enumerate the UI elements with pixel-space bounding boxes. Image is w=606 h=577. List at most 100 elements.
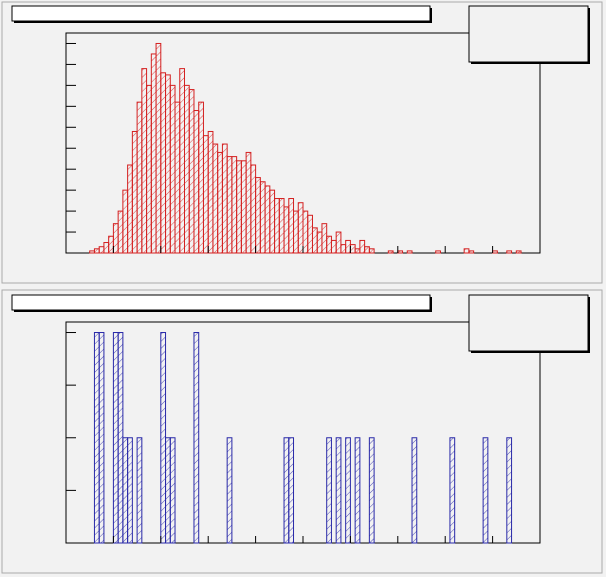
- bar: [131, 130, 138, 254]
- bar: [179, 68, 185, 254]
- bar: [326, 235, 332, 254]
- bar: [368, 248, 375, 254]
- bar: [397, 250, 404, 254]
- bar: [311, 227, 318, 254]
- bar: [278, 198, 285, 254]
- bar: [297, 202, 304, 254]
- bar: [127, 164, 133, 254]
- bar: [155, 42, 162, 254]
- bar: [492, 250, 498, 254]
- bar: [506, 250, 513, 254]
- bar: [255, 177, 261, 254]
- bar: [326, 437, 332, 544]
- bar: [387, 250, 394, 254]
- bar: [169, 84, 176, 254]
- bar: [146, 84, 152, 254]
- bar: [226, 437, 233, 544]
- bar: [231, 156, 238, 254]
- bar: [112, 223, 119, 254]
- bar: [293, 210, 299, 254]
- bar: [136, 101, 143, 254]
- bar: [202, 135, 209, 254]
- bar: [184, 84, 190, 254]
- bar: [193, 332, 200, 544]
- bar: [250, 164, 257, 254]
- bar: [411, 437, 418, 544]
- bar: [340, 244, 347, 254]
- bar: [345, 239, 351, 254]
- bar: [188, 89, 195, 254]
- bar: [259, 181, 266, 254]
- bar: [122, 437, 129, 544]
- bar: [221, 143, 228, 254]
- bar: [468, 250, 475, 254]
- bar: [240, 160, 247, 254]
- bar: [335, 437, 342, 544]
- bar: [160, 332, 167, 544]
- bar: [108, 235, 114, 254]
- bar: [169, 437, 176, 544]
- bar: [283, 206, 290, 254]
- title-box: [11, 5, 431, 22]
- bar: [93, 248, 100, 254]
- bar: [226, 156, 233, 254]
- bar: [321, 223, 328, 254]
- bar: [117, 210, 124, 254]
- bar: [103, 242, 110, 254]
- bar: [345, 437, 351, 544]
- bar: [463, 248, 470, 254]
- bar: [283, 437, 290, 544]
- bar: [150, 53, 157, 254]
- bar: [217, 151, 223, 254]
- bar: [122, 189, 129, 254]
- bar: [174, 101, 181, 254]
- bar: [364, 246, 370, 254]
- bar: [127, 437, 133, 544]
- bar: [89, 250, 95, 254]
- bar: [274, 198, 280, 254]
- bar: [236, 160, 242, 254]
- bar: [117, 332, 124, 544]
- frame: [65, 321, 541, 544]
- bar: [141, 68, 148, 254]
- bar: [354, 437, 361, 544]
- bar: [406, 250, 413, 254]
- bar: [482, 437, 489, 544]
- bar: [330, 239, 337, 254]
- bar: [307, 214, 313, 254]
- bar: [112, 332, 119, 544]
- bar: [435, 250, 441, 254]
- bar: [93, 332, 100, 544]
- bar: [349, 244, 356, 254]
- bar: [245, 151, 252, 254]
- bar: [165, 74, 171, 254]
- bar: [515, 250, 522, 254]
- bar: [302, 210, 309, 254]
- bar: [335, 231, 342, 254]
- bar: [98, 246, 105, 254]
- bar: [165, 437, 171, 544]
- bar: [354, 248, 361, 254]
- bar: [269, 189, 276, 254]
- bar: [288, 437, 295, 544]
- bar: [449, 437, 456, 544]
- title-box: [11, 294, 431, 311]
- bar: [193, 110, 200, 254]
- stats-box: [468, 294, 589, 352]
- bar: [98, 332, 105, 544]
- bar: [198, 101, 204, 254]
- bar: [288, 198, 295, 254]
- bar: [160, 72, 167, 254]
- bar: [316, 231, 323, 254]
- bar: [506, 437, 513, 544]
- pad: [1, 1, 603, 284]
- bar: [368, 437, 375, 544]
- stats-box: [468, 5, 589, 63]
- bar: [212, 143, 219, 254]
- bar: [207, 130, 214, 254]
- bar: [264, 185, 271, 254]
- bar: [136, 437, 143, 544]
- bar: [359, 239, 366, 254]
